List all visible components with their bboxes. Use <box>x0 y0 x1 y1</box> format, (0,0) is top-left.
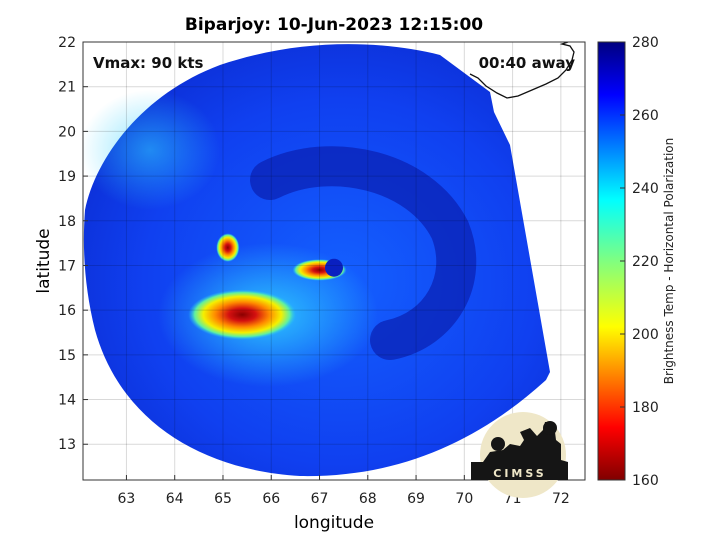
logo-silhouette <box>471 422 568 480</box>
colorbar-tick-label: 180 <box>632 400 659 416</box>
colorbar-tick-label: 280 <box>632 35 659 51</box>
x-tick-label: 64 <box>166 491 184 507</box>
logo-text: CIMSS <box>493 467 546 480</box>
x-tick-label: 65 <box>214 491 232 507</box>
x-axis-ticks: 63 64 65 66 67 68 69 70 71 72 <box>118 475 570 507</box>
warm-spiral-band <box>250 146 477 360</box>
logo-tower <box>543 421 557 435</box>
y-axis-label: latitude <box>34 228 54 293</box>
x-tick-label: 72 <box>552 491 570 507</box>
x-tick-label: 66 <box>262 491 280 507</box>
y-axis-ticks: 13 14 15 16 17 18 19 20 21 22 <box>58 35 88 453</box>
coastline <box>469 42 585 99</box>
y-tick-label: 18 <box>58 214 76 230</box>
y-tick-label: 21 <box>58 80 76 96</box>
northwest-glow <box>83 90 220 210</box>
colorbar-tick-label: 220 <box>632 254 659 270</box>
x-tick-label: 68 <box>359 491 377 507</box>
x-tick-label: 63 <box>118 491 136 507</box>
x-axis-label: longitude <box>294 513 374 533</box>
colorbar-tick-label: 200 <box>632 327 659 343</box>
plot-area <box>83 42 585 480</box>
logo-dish <box>491 437 505 451</box>
y-tick-label: 14 <box>58 393 76 409</box>
gridlines <box>83 42 585 480</box>
y-tick-label: 22 <box>58 35 76 51</box>
y-tick-label: 15 <box>58 348 76 364</box>
colorbar-label: Brightness Temp - Horizontal Polarizatio… <box>662 138 676 385</box>
chart-title: Biparjoy: 10-Jun-2023 12:15:00 <box>185 15 483 35</box>
plot-frame <box>82 41 586 481</box>
x-tick-label: 69 <box>407 491 425 507</box>
storm-eye <box>325 258 343 277</box>
satellite-swath <box>83 44 550 477</box>
colorbar: 160 180 200 220 240 260 280 Brightness Temp - … <box>597 35 676 489</box>
colorbar-tick-label: 240 <box>632 181 659 197</box>
colorbar-ticks: 160 180 200 220 240 260 280 <box>620 35 659 489</box>
y-tick-label: 17 <box>58 258 76 274</box>
time-offset-annotation: 00:40 away <box>479 54 576 72</box>
cimss-logo: CIMSS <box>471 412 568 498</box>
vmax-annotation: Vmax: 90 kts <box>93 54 203 72</box>
colorbar-tick-label: 160 <box>632 473 659 489</box>
y-tick-label: 16 <box>58 303 76 319</box>
y-tick-label: 20 <box>58 124 76 140</box>
colorbar-tick-label: 260 <box>632 108 659 124</box>
y-tick-label: 19 <box>58 169 76 185</box>
x-tick-label: 67 <box>311 491 329 507</box>
cold-region-3 <box>216 233 240 262</box>
cold-region-1 <box>188 289 297 340</box>
x-tick-label: 70 <box>455 491 473 507</box>
y-tick-label: 13 <box>58 437 76 453</box>
